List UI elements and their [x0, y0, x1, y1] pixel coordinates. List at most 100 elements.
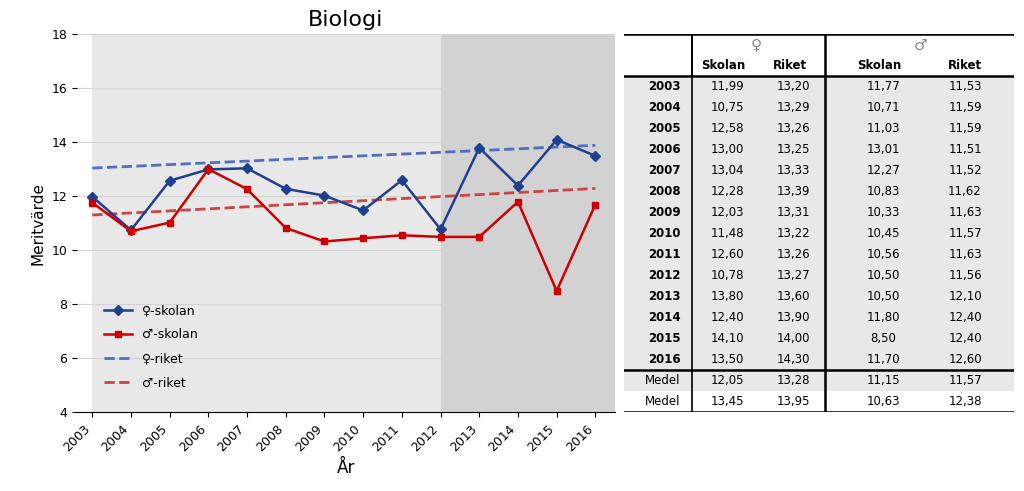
♀-skolan — [318, 192, 331, 198]
Text: 13,20: 13,20 — [777, 81, 810, 93]
Text: 11,53: 11,53 — [948, 81, 982, 93]
Text: 12,10: 12,10 — [948, 290, 982, 303]
Bar — [624, 266, 1014, 286]
Text: 2006: 2006 — [648, 143, 681, 157]
Bar — [92, 34, 440, 412]
Text: 13,31: 13,31 — [777, 206, 810, 219]
♂-riket — [241, 204, 253, 210]
Text: Medel: Medel — [645, 375, 681, 387]
♀-skolan — [395, 177, 408, 183]
♀-riket — [551, 144, 563, 150]
Line: ♀-skolan: ♀-skolan — [89, 136, 599, 234]
Bar — [624, 307, 1014, 328]
Bar — [624, 181, 1014, 202]
♀-riket — [125, 164, 137, 169]
Text: 12,38: 12,38 — [948, 395, 982, 409]
Text: 2012: 2012 — [648, 270, 681, 282]
Text: Riket: Riket — [772, 59, 807, 72]
Text: 2005: 2005 — [648, 122, 681, 136]
♂-riket — [512, 190, 524, 195]
Text: 10,50: 10,50 — [866, 270, 900, 282]
♀-riket — [202, 160, 214, 166]
♀-skolan — [357, 208, 370, 214]
♀-skolan — [164, 178, 176, 184]
Text: 13,00: 13,00 — [711, 143, 744, 157]
Bar — [624, 161, 1014, 181]
♂-riket — [164, 208, 176, 214]
Text: 14,00: 14,00 — [777, 332, 810, 346]
Text: Riket: Riket — [948, 59, 982, 72]
♀-riket — [512, 146, 524, 152]
♀-skolan — [202, 166, 214, 172]
Text: 10,63: 10,63 — [866, 395, 900, 409]
Text: 12,28: 12,28 — [711, 186, 744, 198]
Text: ♂: ♂ — [913, 37, 927, 53]
Text: 11,63: 11,63 — [948, 206, 982, 219]
Text: 11,51: 11,51 — [948, 143, 982, 157]
Text: 11,62: 11,62 — [948, 186, 982, 198]
Text: 11,99: 11,99 — [711, 81, 744, 93]
Text: 13,50: 13,50 — [711, 354, 744, 366]
♂-skolan — [434, 234, 446, 240]
Text: 10,71: 10,71 — [866, 101, 900, 114]
Text: 11,48: 11,48 — [711, 227, 744, 241]
Text: 2009: 2009 — [648, 206, 681, 219]
Text: 11,63: 11,63 — [948, 248, 982, 261]
♂-riket — [86, 212, 98, 218]
Text: 13,04: 13,04 — [711, 164, 744, 177]
♀-skolan — [280, 186, 292, 192]
♀-skolan — [512, 183, 524, 189]
Text: 2004: 2004 — [648, 101, 681, 114]
♂-riket — [125, 210, 137, 216]
♀-riket — [473, 148, 485, 154]
♂-skolan — [589, 201, 601, 207]
Text: 11,03: 11,03 — [866, 122, 900, 136]
♀-skolan — [551, 136, 563, 142]
Line: ♂-riket: ♂-riket — [92, 189, 595, 215]
Bar — [624, 286, 1014, 307]
♀-riket — [318, 155, 331, 161]
♂-skolan — [280, 225, 292, 231]
Text: 14,10: 14,10 — [711, 332, 744, 346]
Text: ♀: ♀ — [751, 37, 762, 53]
Text: 12,40: 12,40 — [711, 311, 744, 325]
Bar — [624, 77, 1014, 97]
Text: 12,60: 12,60 — [948, 354, 982, 366]
Text: 13,95: 13,95 — [777, 395, 810, 409]
Text: 2010: 2010 — [648, 227, 681, 241]
♀-riket — [434, 149, 446, 155]
Text: 12,40: 12,40 — [948, 311, 982, 325]
Text: 2016: 2016 — [648, 354, 681, 366]
♂-skolan — [164, 219, 176, 225]
♀-riket — [357, 153, 370, 159]
Text: 13,28: 13,28 — [777, 375, 810, 387]
Bar — [624, 202, 1014, 223]
Bar — [624, 139, 1014, 161]
Text: 12,27: 12,27 — [866, 164, 900, 177]
Text: 2011: 2011 — [648, 248, 681, 261]
♂-skolan — [125, 228, 137, 234]
♀-riket — [86, 165, 98, 171]
Text: 12,05: 12,05 — [711, 375, 744, 387]
Text: 11,77: 11,77 — [866, 81, 900, 93]
Bar — [624, 245, 1014, 266]
Text: 11,59: 11,59 — [948, 101, 982, 114]
Text: 10,56: 10,56 — [866, 248, 900, 261]
Text: 2013: 2013 — [648, 290, 681, 303]
Text: Skolan: Skolan — [857, 59, 901, 72]
Text: 13,33: 13,33 — [777, 164, 810, 177]
Bar — [624, 118, 1014, 139]
Text: 10,78: 10,78 — [711, 270, 744, 282]
Line: ♀-riket: ♀-riket — [92, 145, 595, 168]
Bar — [624, 370, 1014, 391]
Text: 11,80: 11,80 — [866, 311, 900, 325]
Text: 10,83: 10,83 — [866, 186, 900, 198]
Text: 2014: 2014 — [648, 311, 681, 325]
X-axis label: År: År — [337, 460, 355, 477]
Title: Biologi: Biologi — [308, 10, 383, 30]
♀-riket — [589, 142, 601, 148]
♂-skolan — [357, 235, 370, 241]
Bar — [624, 328, 1014, 350]
Bar — [624, 350, 1014, 370]
♂-skolan — [551, 288, 563, 294]
